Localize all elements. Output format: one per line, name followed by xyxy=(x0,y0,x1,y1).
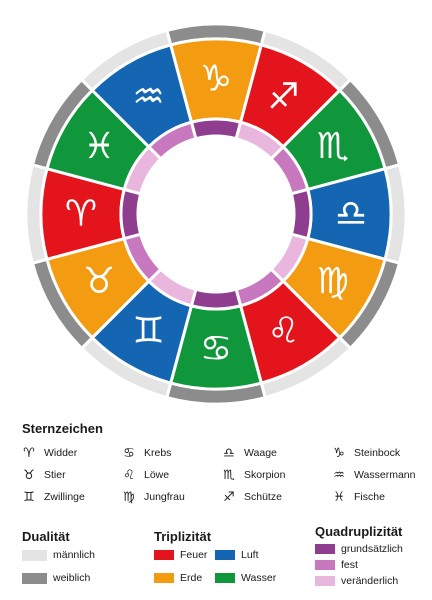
legend-label-stier: Stier xyxy=(44,469,66,481)
dualitaet-title: Dualität xyxy=(22,529,70,544)
virgo-icon: ♍ xyxy=(123,489,135,505)
swatch-weiblich xyxy=(22,572,47,584)
swatch-maennlich xyxy=(22,549,47,561)
wheel-glyph-steinbock-icon: ♑ xyxy=(200,59,232,100)
swatch-erde xyxy=(154,573,174,583)
key-label-weiblich: weiblich xyxy=(53,572,91,584)
key-label-maennlich: männlich xyxy=(53,549,96,561)
swatch-grundsaetzlich xyxy=(315,544,335,554)
key-weiblich: weiblich xyxy=(22,572,90,584)
legend-item-fische: ♓ Fische xyxy=(330,489,385,505)
wheel-glyph-zwillinge-icon: ♊ xyxy=(132,310,164,351)
key-veraenderlich: veränderlich xyxy=(315,575,398,587)
libra-icon: ♎ xyxy=(223,445,235,461)
legend-item-stier: ♉ Stier xyxy=(20,467,66,483)
leo-icon: ♌ xyxy=(123,467,135,483)
swatch-veraenderlich xyxy=(315,576,335,586)
quality-segment-widder xyxy=(119,187,143,241)
legend-item-waage: ♎ Waage xyxy=(220,445,277,461)
aries-icon: ♈ xyxy=(23,445,35,461)
legend-label-wassermann: Wassermann xyxy=(354,469,416,481)
legend-item-krebs: ♋ Krebs xyxy=(120,445,171,461)
wheel-glyph-krebs-icon: ♋ xyxy=(200,329,232,370)
swatch-fest xyxy=(315,560,335,570)
aquarius-icon: ♒ xyxy=(333,467,345,483)
legend-item-skorpion: ♏ Skorpion xyxy=(220,467,285,483)
swatch-luft xyxy=(215,550,235,560)
legend-label-skorpion: Skorpion xyxy=(244,469,286,481)
key-erde: Erde xyxy=(154,572,202,584)
taurus-icon: ♉ xyxy=(23,467,35,483)
key-feuer: Feuer xyxy=(154,549,207,561)
legend-item-jungfrau: ♍ Jungfrau xyxy=(120,489,185,505)
key-label-veraenderlich: veränderlich xyxy=(341,575,399,587)
wheel-glyph-schuetze-icon: ♐ xyxy=(267,77,299,118)
legend-item-steinbock: ♑ Steinbock xyxy=(330,445,400,461)
cancer-icon: ♋ xyxy=(123,445,135,461)
pisces-icon: ♓ xyxy=(333,489,345,505)
wheel-glyph-fische-icon: ♓ xyxy=(83,126,115,167)
quality-segment-steinbock xyxy=(189,117,243,141)
swatch-feuer xyxy=(154,550,174,560)
gemini-icon: ♊ xyxy=(23,489,35,505)
wheel-glyph-waage-icon: ♎ xyxy=(335,194,367,235)
zodiac-wheel: ♑ ♐ ♏ ♎ ♍ ♌ ♋ ♊ ♉ ♈ ♓ ♒ xyxy=(24,22,408,406)
legend-label-steinbock: Steinbock xyxy=(354,447,401,459)
key-wasser: Wasser xyxy=(215,572,276,584)
key-label-feuer: Feuer xyxy=(180,549,208,561)
legend-item-zwillinge: ♊ Zwillinge xyxy=(20,489,85,505)
legend-label-jungfrau: Jungfrau xyxy=(144,491,185,503)
wheel-glyph-wassermann-icon: ♒ xyxy=(132,77,164,118)
legend-item-widder: ♈ Widder xyxy=(20,445,77,461)
legend-label-fische: Fische xyxy=(354,491,385,503)
wheel-glyph-stier-icon: ♉ xyxy=(83,261,115,302)
legend-label-loewe: Löwe xyxy=(144,469,170,481)
wheel-glyph-skorpion-icon: ♏ xyxy=(317,126,349,167)
capricorn-icon: ♑ xyxy=(333,445,345,461)
legend-label-widder: Widder xyxy=(44,447,78,459)
legend-item-schuetze: ♐ Schütze xyxy=(220,489,282,505)
key-label-luft: Luft xyxy=(241,549,259,561)
key-fest: fest xyxy=(315,559,358,571)
key-label-fest: fest xyxy=(341,559,358,571)
legend-label-schuetze: Schütze xyxy=(244,491,282,503)
scorpio-icon: ♏ xyxy=(223,467,235,483)
sagittarius-icon: ♐ xyxy=(223,489,235,505)
key-label-grundsaetzlich: grundsätzlich xyxy=(341,543,403,555)
quality-segment-wassermann xyxy=(146,120,198,161)
legend-item-wassermann: ♒ Wassermann xyxy=(330,467,415,483)
wheel-glyph-jungfrau-icon: ♍ xyxy=(317,261,349,302)
key-label-erde: Erde xyxy=(180,572,203,584)
triplizitaet-title: Triplizität xyxy=(154,529,212,544)
key-maennlich: männlich xyxy=(22,549,95,561)
legend-item-loewe: ♌ Löwe xyxy=(120,467,169,483)
legend-label-waage: Waage xyxy=(244,447,277,459)
wheel-glyph-widder-icon: ♈ xyxy=(65,194,97,235)
key-luft: Luft xyxy=(215,549,259,561)
wheel-center xyxy=(143,141,289,287)
legend-label-krebs: Krebs xyxy=(144,447,172,459)
legend-label-zwillinge: Zwillinge xyxy=(44,491,85,503)
key-grundsaetzlich: grundsätzlich xyxy=(315,543,403,555)
key-label-wasser: Wasser xyxy=(241,572,277,584)
wheel-glyph-loewe-icon: ♌ xyxy=(267,310,299,351)
quadruplizitaet-title: Quadruplizität xyxy=(315,524,403,539)
swatch-wasser xyxy=(215,573,235,583)
sternzeichen-title: Sternzeichen xyxy=(22,421,103,436)
quality-segment-waage xyxy=(289,187,313,241)
quality-segment-krebs xyxy=(189,287,243,311)
